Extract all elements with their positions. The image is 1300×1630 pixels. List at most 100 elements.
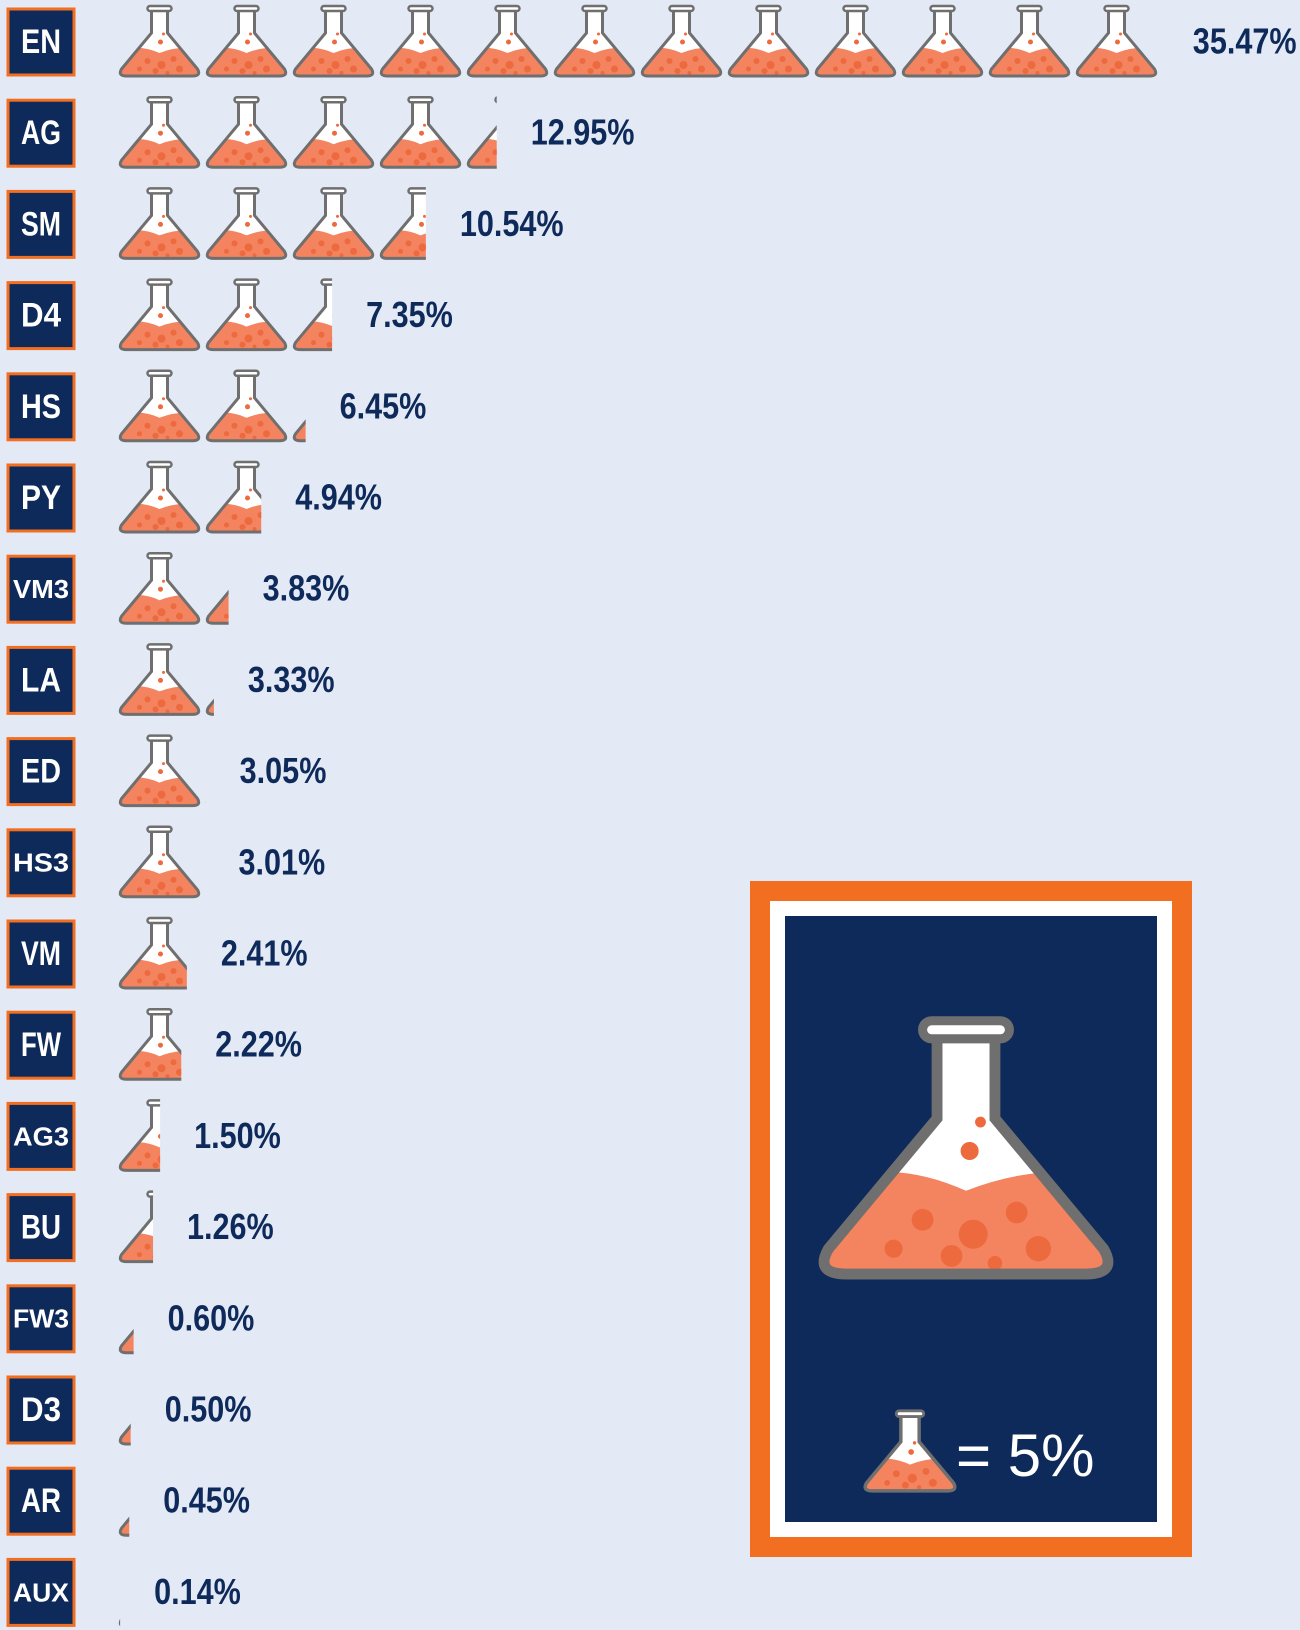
value-label: 1.26% xyxy=(187,1208,274,1248)
value-label: 1.50% xyxy=(194,1117,281,1157)
flask-icon xyxy=(292,280,376,353)
flask-icon xyxy=(553,6,637,79)
category-label: LA xyxy=(21,661,61,699)
value-label: 0.50% xyxy=(165,1390,252,1430)
flask-icon xyxy=(814,6,898,79)
value-label: 12.95% xyxy=(531,113,635,153)
flask-icon xyxy=(292,97,376,170)
flask-icon xyxy=(118,827,202,900)
flask-icon xyxy=(988,6,1072,79)
category-label: AUX xyxy=(13,1577,70,1607)
category-box xyxy=(6,919,76,989)
value-label: 4.94% xyxy=(295,478,382,518)
category-box xyxy=(6,1375,76,1445)
flask-icon xyxy=(118,188,202,261)
flask-icon xyxy=(292,6,376,79)
category-label: BU xyxy=(21,1209,61,1247)
flask-icon xyxy=(118,280,202,353)
category-label: D3 xyxy=(21,1391,61,1429)
flask-icon xyxy=(640,6,724,79)
category-label: HS3 xyxy=(13,848,69,878)
flask-row xyxy=(118,462,289,535)
flask-icon xyxy=(205,371,289,444)
flask-icon xyxy=(901,6,985,79)
value-label: 35.47% xyxy=(1193,22,1297,62)
legend-label: = 5% xyxy=(956,1422,1094,1489)
flask-row xyxy=(118,1009,202,1082)
category-box xyxy=(6,1557,76,1627)
flask-icon xyxy=(118,462,202,535)
legend: = 5% xyxy=(750,881,1192,1557)
flask-row xyxy=(118,371,376,444)
flask-icon xyxy=(1075,6,1159,79)
value-label: 3.33% xyxy=(248,661,335,701)
category-box xyxy=(6,189,76,259)
flask-icon xyxy=(118,1009,202,1082)
flask-icon xyxy=(118,97,202,170)
value-label: 7.35% xyxy=(366,296,453,336)
category-box xyxy=(6,1010,76,1080)
category-box xyxy=(6,1193,76,1263)
flask-icon xyxy=(118,371,202,444)
flask-icon xyxy=(727,6,811,79)
flask-row xyxy=(118,1100,202,1173)
flask-icon xyxy=(205,6,289,79)
flask-icon xyxy=(118,644,202,717)
flask-icon xyxy=(379,97,463,170)
value-label: 10.54% xyxy=(460,205,564,245)
category-box xyxy=(6,1101,76,1171)
flask-row xyxy=(118,97,550,170)
category-label: EN xyxy=(21,23,61,61)
category-label: ED xyxy=(21,753,61,791)
value-label: 3.83% xyxy=(263,569,350,609)
flask-icon xyxy=(379,6,463,79)
category-label: AG xyxy=(21,114,61,152)
category-label: VM3 xyxy=(13,574,69,604)
category-label: AG3 xyxy=(13,1121,69,1151)
category-label: FW xyxy=(21,1026,62,1064)
flask-icon xyxy=(292,188,376,261)
category-label: D4 xyxy=(21,297,61,335)
flask-icon xyxy=(205,280,289,353)
category-box xyxy=(6,645,76,715)
value-label: 0.45% xyxy=(163,1481,250,1521)
flask-row xyxy=(118,280,376,353)
flask-icon xyxy=(466,6,550,79)
category-box xyxy=(6,554,76,624)
category-box xyxy=(6,7,76,77)
category-label: FW3 xyxy=(13,1304,69,1334)
category-label: SM xyxy=(21,205,61,243)
flask-icon xyxy=(379,188,463,261)
category-box xyxy=(6,1466,76,1536)
value-label: 0.14% xyxy=(154,1573,241,1613)
category-box xyxy=(6,372,76,442)
value-label: 3.05% xyxy=(240,752,327,792)
category-box xyxy=(6,737,76,807)
category-box xyxy=(6,828,76,898)
flask-row xyxy=(118,6,1159,79)
value-label: 0.60% xyxy=(168,1299,255,1339)
category-label: VM xyxy=(21,935,61,973)
flask-icon xyxy=(118,6,202,79)
flask-icon xyxy=(118,918,202,991)
value-label: 6.45% xyxy=(340,387,427,427)
flask-icon xyxy=(205,462,289,535)
category-box xyxy=(6,98,76,168)
category-box xyxy=(6,1284,76,1354)
value-label: 2.41% xyxy=(221,934,308,974)
category-label: PY xyxy=(21,479,61,517)
flask-icon xyxy=(118,553,202,626)
category-box xyxy=(6,281,76,351)
value-label: 2.22% xyxy=(215,1025,302,1065)
flask-icon xyxy=(118,1100,202,1173)
flask-icon xyxy=(205,97,289,170)
flask-row xyxy=(118,188,463,261)
flask-icon xyxy=(205,188,289,261)
category-box xyxy=(6,463,76,533)
category-label: AR xyxy=(21,1482,61,1520)
flask-row xyxy=(118,918,202,991)
value-label: 3.01% xyxy=(238,843,325,883)
category-label: HS xyxy=(21,388,61,426)
flask-icon xyxy=(118,736,202,809)
